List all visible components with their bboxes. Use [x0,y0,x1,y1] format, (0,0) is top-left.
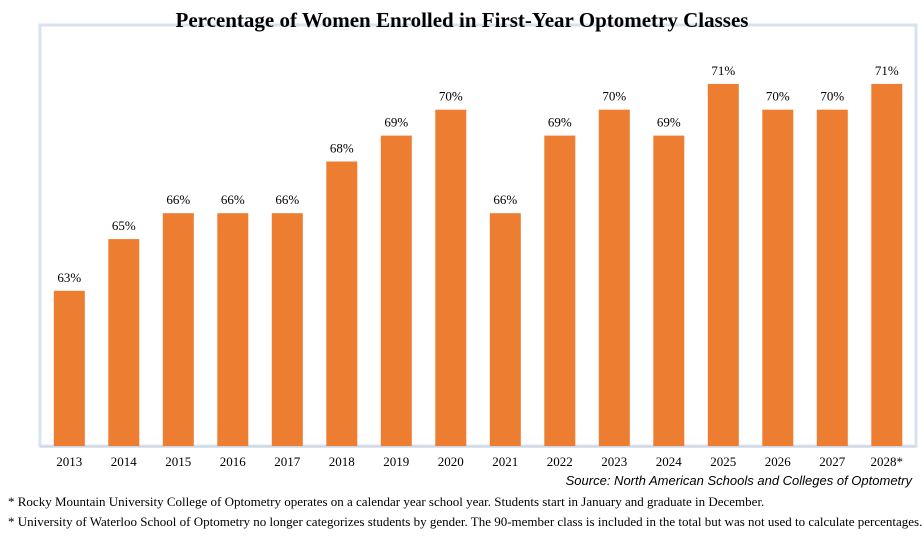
bar-2017 [271,213,303,446]
x-tick-label: 2018 [329,454,355,469]
footnote-rocky-mountain: * Rocky Mountain University College of O… [8,494,765,509]
data-label: 65% [112,218,136,233]
bar-2024 [653,135,685,446]
bar-2015 [162,213,194,446]
data-label: 71% [711,63,735,78]
bar-2018 [326,161,358,446]
x-tick-label: 2026 [765,454,792,469]
bar-2020 [435,109,467,446]
x-tick-label: 2025 [710,454,736,469]
data-label: 70% [439,89,463,104]
bar-2023 [598,109,630,446]
data-label: 71% [875,63,899,78]
x-tick-label: 2014 [111,454,138,469]
x-tick-label: 2013 [56,454,82,469]
x-tick-label: 2017 [274,454,301,469]
data-label: 69% [548,115,572,130]
x-tick-label: 2015 [165,454,191,469]
data-label: 66% [166,192,190,207]
bar-2013 [53,290,85,446]
bar-2026 [762,109,794,446]
bars-layer [53,83,903,447]
bar-2022 [544,135,576,446]
bar-2025 [707,83,739,447]
bar-2021 [489,213,521,446]
data-label: 63% [57,270,81,285]
x-tick-label: 2016 [220,454,247,469]
data-label: 70% [766,89,790,104]
bar-2028 [871,83,903,447]
data-label: 70% [602,89,626,104]
x-tick-labels-layer: 2013 2014 2015 2016 2017 2018 2019 2020 2021 2022… [56,454,903,469]
chart-title: Percentage of Women Enrolled in First-Ye… [176,8,749,32]
bar-2027 [816,109,848,446]
data-label: 68% [330,141,354,156]
x-tick-label: 2020 [438,454,464,469]
x-tick-label: 2022 [547,454,573,469]
data-labels-layer: 63% 65% 66% 66% 66% 68% 69% 70% 66% 69% 70% 69% 71% 7… [57,63,899,285]
x-tick-label: 2023 [601,454,627,469]
bar-2019 [380,135,412,446]
bar-2016 [217,213,249,446]
data-label: 66% [275,192,299,207]
bar-2014 [108,239,140,446]
data-label: 66% [221,192,245,207]
source-note: Source: North American Schools and Colle… [566,473,914,488]
data-label: 66% [493,192,517,207]
x-tick-label: 2028* [871,454,904,469]
x-tick-label: 2024 [656,454,683,469]
x-tick-label: 2027 [819,454,846,469]
data-label: 70% [820,89,844,104]
data-label: 69% [384,115,408,130]
data-label: 69% [657,115,681,130]
x-tick-label: 2021 [492,454,518,469]
x-tick-label: 2019 [383,454,409,469]
footnote-waterloo: * University of Waterloo School of Optom… [8,514,923,529]
